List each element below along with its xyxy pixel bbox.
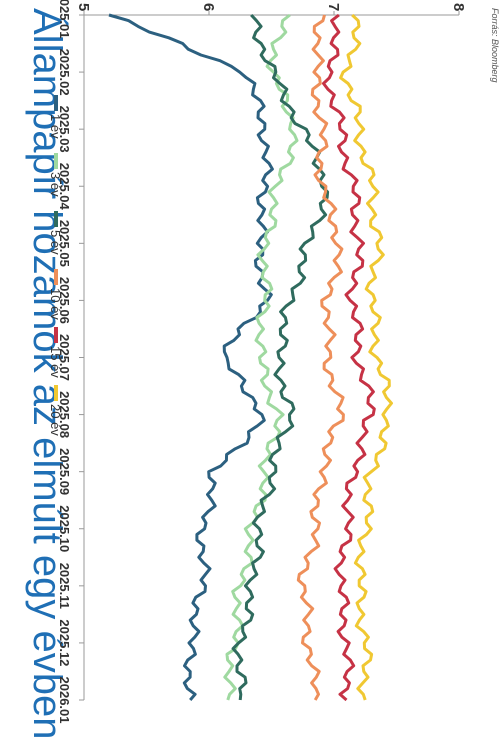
x-tick-label: 2025.02 (57, 49, 72, 96)
series-line-6 (339, 13, 393, 701)
rotated-chart-group: Állampapír hozamok az elmúlt egy évben F… (25, 0, 500, 738)
x-tick-label: 2025.05 (57, 220, 72, 267)
y-tick-label: 7 (325, 3, 342, 11)
legend-label: 10 év (48, 288, 63, 320)
x-tick-label: 2025.06 (57, 277, 72, 324)
series-layer (108, 13, 393, 702)
y-tick-label: 8 (450, 3, 467, 11)
legend-label: 20 év (48, 404, 63, 436)
x-tick-label: 2025.09 (57, 448, 72, 495)
chart-title: Állampapír hozamok az elmúlt egy évben (25, 8, 70, 738)
legend-label: 15 év (48, 346, 63, 378)
y-tick-label: 6 (200, 3, 217, 11)
legend-label: 1 év (48, 114, 63, 139)
x-tick-label: 2025.04 (57, 163, 72, 211)
x-tick-label: 2025.10 (57, 505, 72, 552)
series-line-5 (322, 13, 376, 702)
x-tick-label: 2025.03 (57, 106, 72, 153)
series-line-4 (296, 14, 345, 701)
source-note: Forrás: Bloomberg (490, 8, 500, 83)
x-tick-label: 2026.01 (57, 677, 72, 724)
x-tick-label: 2025.01 (57, 0, 72, 39)
x-tick-label: 2025.08 (57, 391, 72, 438)
legend: 1 év 3 év 5 év 10 év 15 év 20 év (48, 95, 63, 436)
x-tick-label: 2025.12 (57, 619, 72, 666)
series-line-1 (108, 13, 274, 701)
legend-label: 5 év (48, 230, 63, 255)
series-line-3 (231, 13, 330, 701)
legend-label: 3 év (48, 172, 63, 197)
series-line-2 (223, 13, 299, 701)
x-tick-label: 2025.11 (57, 563, 72, 609)
axes-group: 5 6 7 8 2025.01 2025.02 2025.03 2025.04 2025.05 2… (57, 0, 467, 724)
y-tick-label: 5 (75, 3, 92, 11)
x-tick-label: 2025.07 (57, 334, 72, 381)
